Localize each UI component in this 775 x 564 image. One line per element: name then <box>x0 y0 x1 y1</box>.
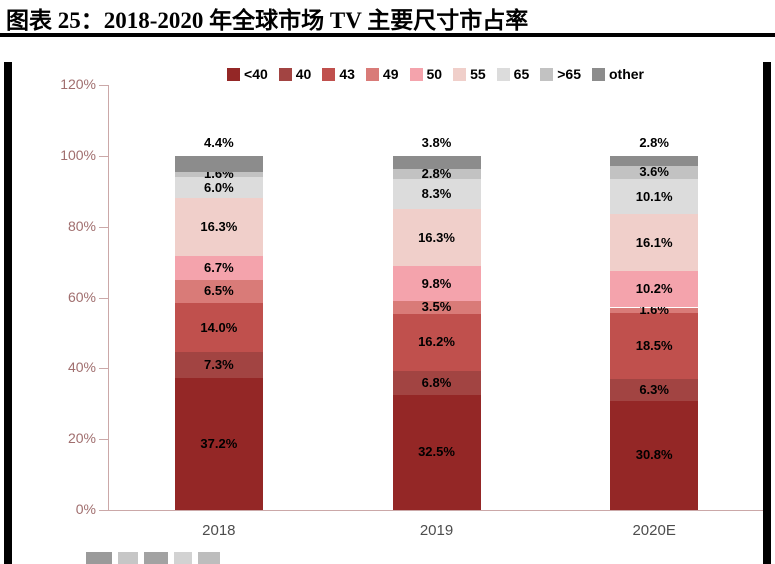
bar-segment <box>392 394 481 510</box>
bar-segment <box>610 165 699 179</box>
watermark-block <box>174 552 192 564</box>
legend-swatch <box>409 67 423 81</box>
bar-segment <box>174 279 263 303</box>
watermark-block <box>198 552 220 564</box>
legend-swatch <box>453 67 467 81</box>
legend-item: other <box>591 66 644 82</box>
y-axis-tick-label: 60% <box>67 288 96 305</box>
y-axis-tick-mark <box>99 85 108 87</box>
legend-swatch <box>227 67 241 81</box>
legend-label: 50 <box>426 66 443 82</box>
bar-segment <box>174 352 263 379</box>
legend: <40 40 43 49 50 55 65 >65 other <box>110 64 761 84</box>
bar-segment <box>392 266 481 302</box>
y-axis-tick-mark <box>99 226 108 228</box>
legend-item: 43 <box>322 66 355 82</box>
y-axis-tick-label: 100% <box>60 147 96 163</box>
bar-segment <box>610 156 699 166</box>
legend-label: 55 <box>470 66 486 82</box>
frame-left-border <box>4 62 12 564</box>
x-axis-category-label: 2019 <box>419 522 454 539</box>
bar-segment <box>610 214 699 272</box>
legend-item: 65 <box>496 66 530 82</box>
y-axis-tick-mark <box>99 439 108 441</box>
bar-segment <box>392 208 481 267</box>
bar-segment <box>610 378 699 401</box>
y-axis-tick-label: 0% <box>75 501 96 517</box>
watermark-block <box>118 552 138 564</box>
y-axis-tick-mark <box>99 297 108 299</box>
bar-segment <box>174 198 263 257</box>
legend-swatch <box>322 67 336 81</box>
chart-title: 图表 25：2018-2020 年全球市场 TV 主要尺寸市占率 <box>6 8 529 33</box>
title-divider <box>0 33 775 37</box>
bar-segment <box>392 301 481 314</box>
y-axis-tick-label: 40% <box>67 359 96 376</box>
bar-segment <box>610 178 699 215</box>
legend-item: 50 <box>409 66 443 82</box>
x-axis-category-label: 2018 <box>202 522 236 539</box>
segment-value-label: 3.8% <box>421 135 452 150</box>
legend-label: >65 <box>557 66 581 82</box>
legend-swatch <box>278 67 292 81</box>
segment-value-label: 2.8% <box>639 135 669 150</box>
bar-segment <box>174 256 263 280</box>
legend-label: <40 <box>244 66 268 82</box>
legend-label: 65 <box>513 66 530 82</box>
legend-item: 55 <box>453 66 486 82</box>
legend-label: other <box>608 66 644 82</box>
y-axis-tick-mark <box>99 368 108 370</box>
legend-swatch <box>365 67 379 81</box>
bar-segment <box>174 156 263 172</box>
bar-segment <box>174 378 263 510</box>
legend-item: >65 <box>540 66 581 82</box>
legend-label: 43 <box>339 66 355 82</box>
x-axis-line <box>108 510 763 511</box>
legend-item: <40 <box>227 66 268 82</box>
bar-segment <box>174 302 263 353</box>
bar-segment <box>392 179 481 209</box>
bar-segment <box>174 177 263 199</box>
legend-swatch <box>591 67 605 81</box>
legend-swatch <box>496 67 510 81</box>
bar-segment <box>392 313 481 371</box>
bar-segment <box>392 156 481 170</box>
bar-segment <box>174 171 263 178</box>
watermark-block <box>86 552 112 564</box>
legend-item: 49 <box>365 66 399 82</box>
watermark-block <box>144 552 168 564</box>
bar-segment <box>610 307 699 314</box>
y-axis-tick-mark <box>99 156 108 157</box>
y-axis-tick-label: 20% <box>67 430 96 447</box>
bar-segment <box>610 400 699 510</box>
x-axis-category-label: 2020E <box>632 522 676 539</box>
legend-item: 40 <box>278 66 312 82</box>
legend-swatch <box>540 67 554 81</box>
segment-value-label: 4.4% <box>204 135 234 150</box>
y-axis-tick-label: 80% <box>67 217 96 234</box>
frame-right-border <box>763 62 771 564</box>
y-axis-tick-mark <box>99 510 108 511</box>
bar-segment <box>610 271 699 308</box>
y-axis-tick-label: 120% <box>60 76 96 93</box>
y-axis-line <box>108 85 109 510</box>
legend-label: 49 <box>382 66 399 82</box>
bar-segment <box>610 313 699 379</box>
legend-label: 40 <box>295 66 312 82</box>
watermark-fragment <box>86 552 220 564</box>
bar-segment <box>392 370 481 395</box>
bar-segment <box>392 169 481 180</box>
